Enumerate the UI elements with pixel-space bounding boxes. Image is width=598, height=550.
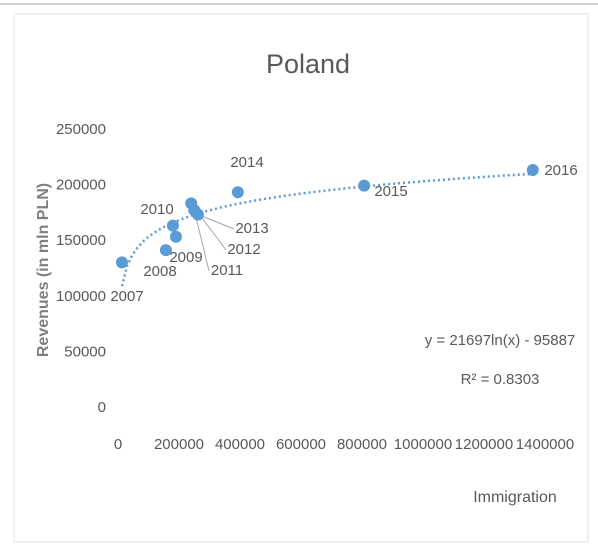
y-axis-label: Revenues (in mln PLN) (35, 183, 52, 357)
x-tick-label: 1400000 (516, 436, 574, 453)
point-label: 2010 (140, 201, 173, 218)
trendline-equation: y = 21697ln(x) - 95887 (425, 332, 576, 349)
point-label: 2014 (230, 154, 263, 171)
y-tick-label: 0 (98, 399, 106, 416)
x-tick-label: 800000 (337, 436, 387, 453)
chart-frame (13, 13, 589, 543)
y-tick-label: 250000 (56, 121, 106, 138)
x-tick-label: 1200000 (455, 436, 513, 453)
trendline-r2: R² = 0.8303 (461, 371, 540, 388)
point (185, 197, 198, 210)
label-leader (197, 214, 235, 230)
x-tick-label: 0 (114, 436, 122, 453)
y-tick-label: 150000 (56, 232, 106, 249)
chart-title: Poland (266, 49, 350, 79)
y-tick-label: 50000 (64, 343, 106, 360)
point (526, 164, 539, 177)
x-tick-label: 400000 (215, 436, 265, 453)
point (358, 179, 371, 192)
x-tick-label: 1000000 (394, 436, 452, 453)
x-tick-label: 600000 (276, 436, 326, 453)
trendline (120, 172, 533, 287)
point-label: 2007 (110, 288, 143, 305)
point-label: 2009 (169, 249, 202, 266)
point-label: 2012 (227, 241, 260, 258)
point-label: 2016 (544, 162, 577, 179)
point-label: 2013 (235, 220, 268, 237)
point (115, 256, 128, 269)
point (166, 219, 179, 232)
point (159, 244, 172, 257)
point (169, 230, 182, 243)
point (191, 208, 204, 221)
y-tick-label: 200000 (56, 177, 106, 194)
x-tick-label: 200000 (154, 436, 204, 453)
x-axis-label: Immigration (473, 489, 557, 506)
point (231, 186, 244, 199)
point-label: 2008 (143, 263, 176, 280)
point-label: 2015 (374, 183, 407, 200)
point-label: 2011 (211, 262, 243, 279)
y-tick-label: 100000 (56, 288, 106, 305)
